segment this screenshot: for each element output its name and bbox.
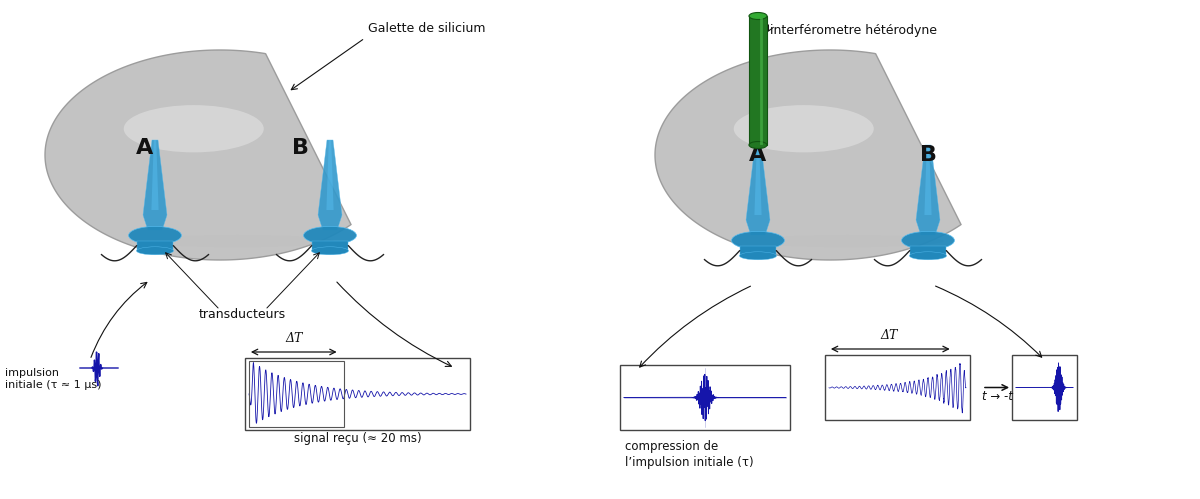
Ellipse shape <box>751 235 943 248</box>
Polygon shape <box>916 145 940 235</box>
Text: ΔT: ΔT <box>286 332 304 345</box>
Bar <box>245 358 470 430</box>
Ellipse shape <box>124 105 264 152</box>
Ellipse shape <box>312 247 348 255</box>
Polygon shape <box>143 140 167 230</box>
Bar <box>826 355 970 420</box>
Bar <box>312 241 348 251</box>
Text: ΔT: ΔT <box>880 329 898 342</box>
Bar <box>739 246 776 256</box>
Text: B: B <box>292 138 308 158</box>
Bar <box>1012 355 1078 420</box>
Ellipse shape <box>901 232 954 250</box>
Ellipse shape <box>304 227 356 245</box>
Text: impulsion
initiale (τ ≈ 1 μs): impulsion initiale (τ ≈ 1 μs) <box>5 368 102 390</box>
Text: A: A <box>137 138 154 158</box>
Bar <box>137 241 174 251</box>
Ellipse shape <box>733 105 874 152</box>
Ellipse shape <box>128 227 181 245</box>
Ellipse shape <box>749 12 767 19</box>
Text: t → -t: t → -t <box>982 390 1013 403</box>
Bar <box>749 16 767 145</box>
Text: transducteurs: transducteurs <box>198 308 286 321</box>
Polygon shape <box>46 50 352 260</box>
Bar <box>620 365 790 430</box>
Ellipse shape <box>910 252 947 260</box>
Text: Galette de silicium: Galette de silicium <box>368 21 486 34</box>
Polygon shape <box>318 140 342 230</box>
Polygon shape <box>755 145 762 215</box>
Polygon shape <box>151 140 158 210</box>
Bar <box>250 361 343 427</box>
Text: B: B <box>919 145 936 165</box>
Polygon shape <box>655 50 961 260</box>
Text: A: A <box>749 145 767 165</box>
Ellipse shape <box>732 232 785 250</box>
Text: compression de
l’impulsion initiale (τ): compression de l’impulsion initiale (τ) <box>625 440 754 469</box>
Text: interférometre hétérodyne: interférometre hétérodyne <box>770 23 937 36</box>
Bar <box>910 246 947 256</box>
Polygon shape <box>924 145 931 215</box>
Ellipse shape <box>749 142 767 149</box>
Polygon shape <box>746 145 770 235</box>
Ellipse shape <box>739 252 776 260</box>
Ellipse shape <box>142 235 334 248</box>
Polygon shape <box>326 140 334 210</box>
Text: signal reçu (≈ 20 ms): signal reçu (≈ 20 ms) <box>294 432 421 445</box>
Ellipse shape <box>137 247 174 255</box>
